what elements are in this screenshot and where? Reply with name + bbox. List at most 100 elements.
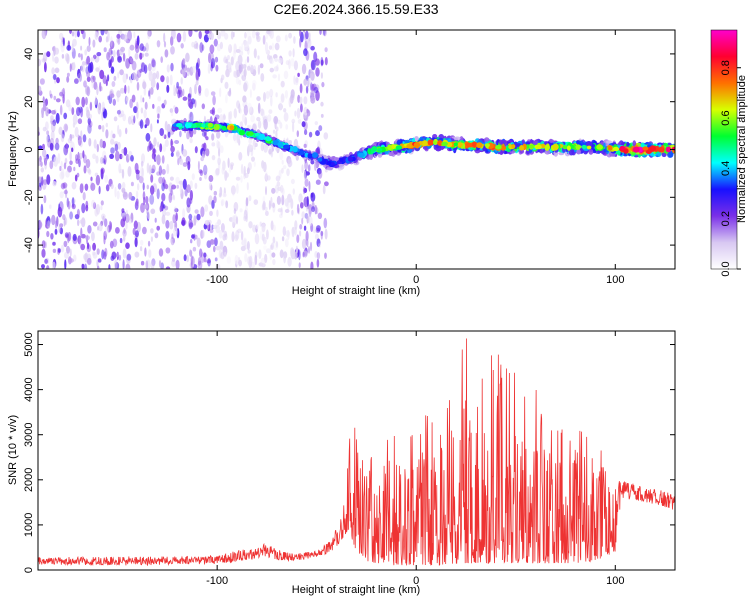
noise-speckle	[75, 96, 80, 106]
noise-speckle	[138, 175, 144, 184]
noise-speckle	[148, 63, 152, 72]
snr-y-tick-label: 3000	[23, 422, 35, 446]
noise-speckle	[164, 183, 169, 190]
ridge-peak	[184, 123, 192, 128]
noise-speckle	[269, 67, 274, 73]
noise-speckle	[214, 57, 218, 63]
noise-speckle	[244, 40, 249, 51]
noise-speckle	[160, 56, 163, 63]
noise-speckle	[130, 155, 134, 162]
noise-speckle	[139, 68, 143, 73]
noise-speckle	[314, 233, 319, 241]
noise-speckle	[103, 251, 107, 260]
noise-speckle	[150, 77, 156, 89]
noise-speckle	[41, 113, 44, 118]
noise-speckle	[157, 105, 161, 113]
noise-speckle	[83, 165, 87, 174]
spectrogram-y-axis-label: Frequency (Hz)	[7, 111, 19, 187]
noise-speckle	[270, 196, 273, 207]
noise-speckle	[86, 76, 91, 82]
noise-speckle	[260, 257, 266, 267]
noise-speckle	[299, 96, 303, 105]
ridge-spot	[588, 149, 594, 155]
ridge-peak	[596, 144, 603, 150]
noise-speckle	[60, 182, 66, 190]
noise-speckle	[302, 186, 306, 195]
noise-speckle	[297, 119, 302, 124]
noise-speckle	[154, 232, 159, 239]
noise-speckle	[306, 214, 309, 224]
noise-speckle	[117, 56, 122, 63]
noise-speckle	[114, 143, 119, 152]
noise-speckle	[217, 157, 221, 166]
noise-speckle	[225, 64, 229, 71]
noise-speckle	[161, 214, 166, 225]
noise-speckle	[291, 226, 295, 238]
noise-speckle	[63, 162, 67, 170]
noise-speckle	[191, 173, 195, 181]
noise-speckle	[274, 184, 279, 194]
noise-speckle	[145, 117, 150, 127]
noise-speckle	[41, 30, 47, 40]
noise-speckle	[260, 73, 265, 82]
noise-speckle	[240, 231, 244, 241]
ridge-peak	[586, 145, 592, 150]
noise-speckle	[269, 88, 274, 98]
ridge-peak	[427, 139, 434, 146]
noise-speckle	[320, 230, 323, 240]
noise-speckle	[268, 109, 273, 114]
noise-speckle	[240, 175, 243, 183]
noise-speckle	[108, 264, 111, 269]
noise-speckle	[147, 240, 151, 247]
noise-speckle	[58, 126, 63, 135]
snr-y-tick-label: 0	[23, 567, 35, 573]
noise-speckle	[84, 183, 89, 191]
noise-speckle	[247, 35, 252, 45]
noise-speckle	[164, 49, 169, 58]
noise-speckle	[321, 30, 326, 36]
noise-speckle	[58, 224, 61, 234]
noise-speckle	[198, 30, 202, 40]
noise-speckle	[98, 35, 102, 43]
noise-speckle	[96, 52, 102, 57]
noise-speckle	[122, 113, 126, 122]
noise-speckle	[253, 48, 257, 59]
noise-speckle	[92, 153, 97, 160]
noise-speckle	[321, 81, 325, 88]
noise-speckle	[201, 103, 205, 110]
noise-speckle	[151, 152, 156, 160]
noise-speckle	[118, 109, 122, 115]
noise-speckle	[239, 121, 244, 129]
noise-speckle	[244, 252, 248, 263]
noise-speckle	[303, 96, 308, 105]
noise-speckle	[144, 52, 149, 57]
noise-speckle	[252, 139, 256, 147]
noise-speckle	[145, 260, 149, 269]
noise-speckle	[49, 160, 54, 170]
noise-speckle	[77, 68, 81, 79]
noise-speckle	[209, 210, 213, 216]
noise-speckle	[162, 176, 166, 187]
noise-speckle	[74, 78, 79, 84]
noise-speckle	[296, 130, 299, 138]
noise-speckle	[72, 61, 76, 71]
noise-speckle	[265, 186, 267, 196]
noise-speckle	[150, 86, 154, 95]
ridge-spot	[626, 141, 630, 148]
ridge-peak	[471, 141, 477, 147]
snr-y-tick-label: 1000	[23, 513, 35, 537]
noise-speckle	[281, 167, 284, 174]
noise-speckle	[171, 257, 176, 262]
noise-speckle	[116, 110, 121, 115]
ridge-peak	[258, 133, 266, 141]
noise-speckle	[161, 168, 166, 175]
noise-speckle	[142, 226, 147, 235]
noise-speckle	[249, 106, 254, 116]
noise-speckle	[39, 219, 42, 230]
noise-speckle	[77, 219, 80, 227]
noise-speckle	[232, 31, 235, 38]
noise-speckle	[119, 168, 123, 174]
snr-y-tick-label: 5000	[23, 332, 35, 356]
noise-speckle	[248, 195, 252, 202]
